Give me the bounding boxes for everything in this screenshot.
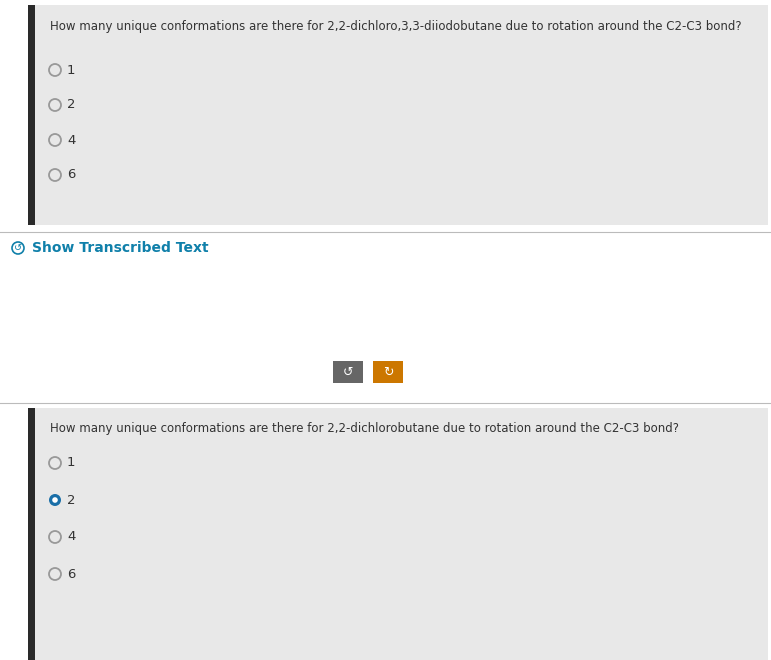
Bar xyxy=(28,408,35,660)
Bar xyxy=(333,361,363,383)
Bar xyxy=(28,5,768,225)
Text: 1: 1 xyxy=(67,63,76,77)
Text: How many unique conformations are there for 2,2-dichlorobutane due to rotation a: How many unique conformations are there … xyxy=(50,422,679,435)
Bar xyxy=(28,408,768,660)
Circle shape xyxy=(49,494,61,506)
Text: 4: 4 xyxy=(67,133,76,147)
Text: How many unique conformations are there for 2,2-dichloro,3,3-diiodobutane due to: How many unique conformations are there … xyxy=(50,20,742,33)
Text: ↺: ↺ xyxy=(14,243,22,253)
Text: 4: 4 xyxy=(67,531,76,543)
Text: 6: 6 xyxy=(67,568,76,581)
Text: 1: 1 xyxy=(67,457,76,469)
Circle shape xyxy=(52,497,58,503)
Text: 6: 6 xyxy=(67,168,76,182)
Text: 2: 2 xyxy=(67,98,76,112)
Text: ↻: ↻ xyxy=(382,366,393,378)
Text: ↺: ↺ xyxy=(343,366,353,378)
Text: 2: 2 xyxy=(67,494,76,506)
Bar xyxy=(28,5,35,225)
Text: Show Transcribed Text: Show Transcribed Text xyxy=(32,241,209,255)
Bar xyxy=(373,361,403,383)
